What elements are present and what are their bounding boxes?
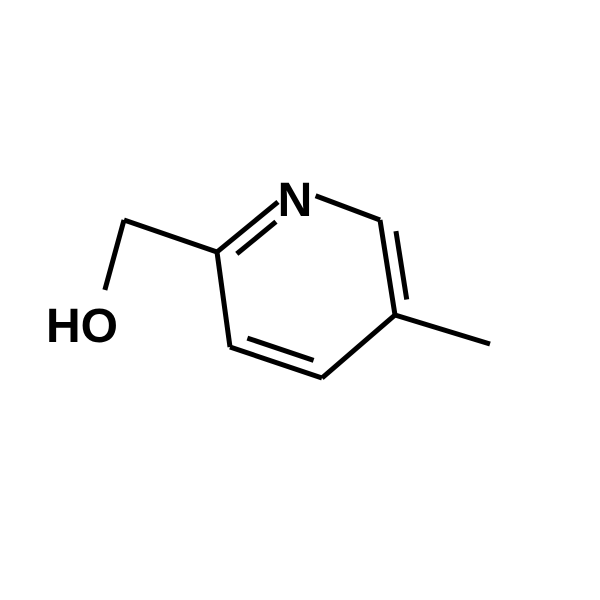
bond-line	[124, 220, 217, 252]
bond-line	[322, 315, 395, 378]
bond-line	[237, 222, 276, 254]
hydroxyl-atom-label: HO	[46, 300, 118, 353]
bond-line	[217, 252, 230, 347]
molecule-canvas: N HO	[0, 0, 600, 600]
bond-line	[316, 196, 380, 220]
bond-line	[395, 315, 490, 344]
bond-line	[380, 220, 395, 315]
nitrogen-atom-label: N	[278, 174, 313, 227]
bond-line	[396, 231, 407, 299]
bond-line	[105, 220, 124, 290]
bond-line	[230, 347, 322, 378]
